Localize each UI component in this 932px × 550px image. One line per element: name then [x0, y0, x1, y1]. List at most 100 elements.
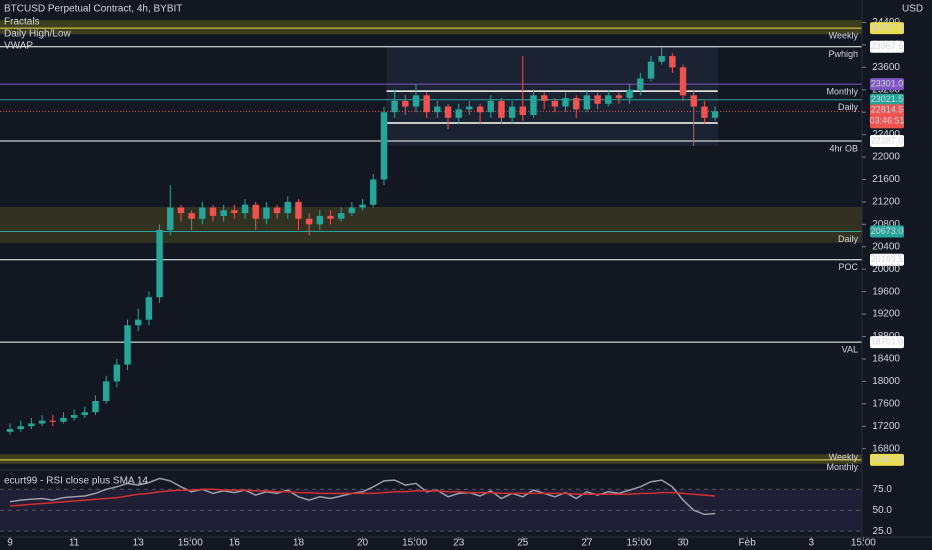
y-tick-label: 18000 — [872, 376, 900, 387]
candle-body — [359, 204, 366, 208]
candle-body — [498, 100, 505, 118]
candle-body — [124, 325, 131, 365]
level-name: Monthly — [826, 86, 858, 96]
candle-body — [177, 207, 185, 214]
candle-body — [669, 56, 676, 68]
level-badge-label: 23021.5 — [871, 94, 904, 104]
rsi-tick-label: 50.0 — [873, 505, 893, 516]
candle-body — [70, 415, 78, 418]
candle-body — [199, 207, 206, 219]
level-name: Monthly — [826, 462, 858, 472]
level-badge-label: 20169.5 — [871, 254, 904, 264]
candle-body — [711, 111, 719, 118]
y-tick-label: 22400 — [872, 129, 900, 140]
candle-body — [551, 100, 559, 107]
candle-body — [6, 429, 14, 432]
candle-body — [487, 100, 494, 113]
candle-body — [145, 297, 153, 320]
currency-label: USD — [902, 4, 923, 15]
zone — [0, 206, 862, 243]
rsi-band — [0, 489, 862, 532]
candle-body — [263, 207, 270, 219]
y-tick-label: 17200 — [872, 421, 900, 432]
candle-body — [455, 109, 462, 118]
candle-body — [295, 201, 302, 219]
x-tick-label: 16 — [229, 538, 241, 549]
level-name: Daily — [838, 234, 859, 244]
x-tick-label: 23 — [453, 538, 465, 549]
x-tick-label: 27 — [581, 538, 593, 549]
level-name: POC — [838, 262, 858, 272]
candles — [6, 47, 719, 435]
level-badge — [870, 225, 904, 238]
zones — [0, 20, 862, 464]
levels — [0, 27, 862, 461]
candle-body — [615, 95, 623, 99]
x-tick-label: 25 — [517, 538, 529, 549]
x-tick-label: 15:00 — [851, 538, 876, 549]
rsi-tick-label: 75.0 — [873, 484, 893, 495]
x-tick-label: 18 — [293, 538, 305, 549]
candle-body — [391, 100, 398, 113]
level-badge-label: 23967.5 — [871, 41, 904, 51]
level-badge-label: 22287.0 — [871, 135, 904, 145]
x-tick-label: 30 — [677, 538, 689, 549]
candle-body — [637, 78, 644, 90]
candle-body — [573, 98, 580, 110]
candle-body — [38, 420, 46, 424]
price-badge — [870, 104, 904, 129]
x-tick-label: 13 — [133, 538, 145, 549]
level-badge-label: 24297.5 — [871, 23, 904, 33]
candle-body — [530, 95, 537, 115]
level-name: Weekly — [829, 452, 859, 462]
y-tick-label: 19200 — [872, 309, 900, 320]
candle-body — [348, 207, 356, 214]
x-tick-label: 11 — [69, 538, 80, 549]
x-tick-label: 9 — [7, 538, 13, 549]
y-tick-label: 20000 — [872, 264, 900, 275]
candle-body — [231, 210, 238, 214]
candle-body — [583, 95, 591, 110]
level-badge-label: 23301.0 — [871, 78, 904, 88]
candle-body — [28, 423, 35, 427]
candle-body — [209, 207, 217, 216]
level-badge — [870, 93, 904, 106]
indicator-label: VWAP — [4, 41, 33, 52]
level-name: Daily — [838, 102, 859, 112]
level-badge — [870, 253, 904, 266]
candle-body — [562, 98, 569, 107]
candle-body — [380, 112, 388, 180]
price-badge-label: 22814.5 — [871, 105, 904, 115]
candle-body — [519, 106, 527, 115]
candle-body — [444, 106, 452, 118]
x-tick-label: 20 — [357, 538, 369, 549]
candle-body — [241, 204, 249, 214]
candle-body — [540, 95, 548, 101]
candle-body — [647, 61, 655, 79]
candle-body — [508, 106, 516, 118]
candle-body — [102, 381, 110, 402]
rsi-sma-line — [9, 488, 716, 507]
x-tick-label: 15:00 — [178, 538, 203, 549]
candle-body — [167, 207, 174, 230]
axis-labels: Weekly Pwhigh Monthly Daily 4hr OB Daily POC VA… — [7, 17, 904, 549]
x-tick-label: Feb — [739, 538, 757, 549]
candle-body — [188, 213, 195, 219]
indicator-label: Fractals — [4, 17, 40, 28]
zone — [0, 20, 862, 35]
level-name: Weekly — [829, 31, 859, 41]
y-tick-label: 20400 — [872, 241, 900, 252]
level-badge — [870, 134, 904, 147]
zone — [0, 454, 862, 464]
y-tick-label: 21600 — [872, 174, 900, 185]
range-box — [386, 46, 718, 146]
candle-body — [316, 215, 324, 225]
level-badge — [870, 22, 904, 35]
y-tick-label: 23600 — [872, 62, 900, 73]
x-tick-label: 3 — [808, 538, 814, 549]
candle-body — [273, 207, 281, 214]
level-badge — [870, 40, 904, 53]
x-tick-label: 15:00 — [626, 538, 651, 549]
candle-body — [476, 106, 484, 113]
candle-body — [658, 56, 665, 62]
